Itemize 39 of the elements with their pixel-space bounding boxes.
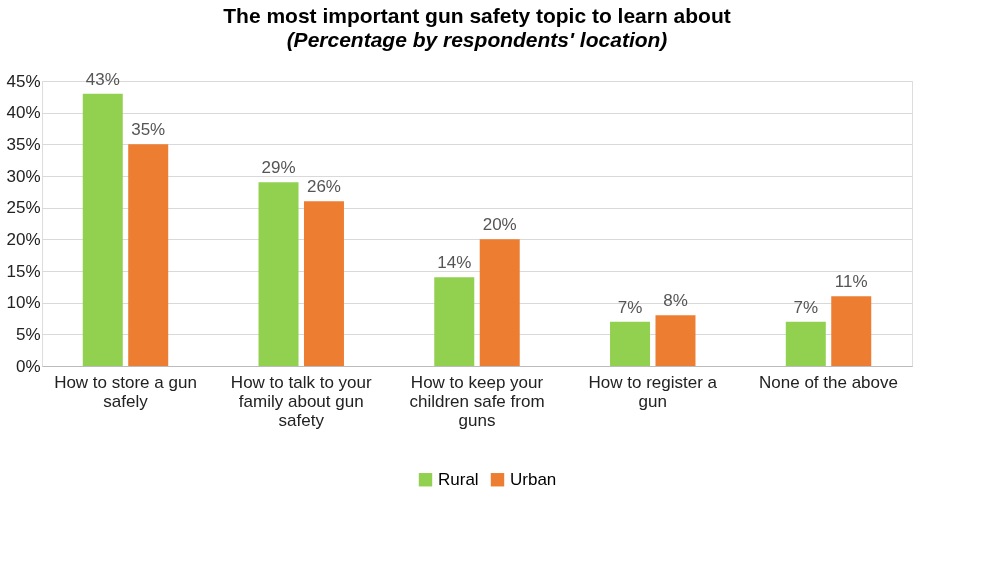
data-label: 35%: [131, 120, 166, 140]
bar: [82, 93, 123, 366]
chart-title: The most important gun safety topic to learn about: [223, 3, 731, 27]
data-label: 8%: [663, 291, 688, 311]
x-tick-label: None of the above: [759, 372, 898, 392]
bar: [258, 182, 299, 366]
bar: [434, 277, 475, 366]
y-tick-label: 5%: [15, 324, 41, 344]
bar: [303, 201, 344, 366]
legend-label: Rural: [438, 469, 479, 489]
bar: [610, 321, 651, 366]
bar: [128, 144, 169, 366]
data-label: 29%: [261, 158, 296, 178]
legend-label: Urban: [510, 469, 557, 489]
y-tick-label: 0%: [15, 356, 41, 376]
data-label: 7%: [793, 297, 819, 317]
y-tick-label: 20%: [6, 229, 41, 249]
x-tick-label: How to talk to your family about gun safety: [230, 372, 372, 430]
bar: [479, 239, 520, 366]
y-tick-label: 35%: [6, 134, 41, 154]
data-label: 14%: [437, 253, 472, 273]
data-label: 11%: [834, 272, 868, 292]
y-tick-label: 10%: [6, 293, 41, 313]
data-label: 20%: [482, 215, 517, 235]
bar: [655, 315, 696, 366]
data-label: 7%: [617, 297, 643, 317]
y-tick-label: 45%: [6, 71, 41, 91]
bar: [785, 321, 826, 366]
y-tick-label: 15%: [6, 261, 41, 281]
bar: [831, 296, 872, 366]
data-label: 43%: [85, 69, 120, 89]
x-tick-label: How to register a gun: [588, 372, 718, 411]
y-tick-label: 25%: [6, 198, 41, 218]
y-tick-label: 30%: [6, 166, 41, 186]
data-label: 26%: [306, 177, 341, 197]
y-tick-label: 40%: [6, 103, 41, 123]
chart-subtitle: (Percentage by respondents' location): [286, 27, 668, 51]
x-tick-label: How to keep your children safe from guns: [409, 372, 545, 430]
x-tick-label: How to store a gun safely: [54, 372, 197, 411]
